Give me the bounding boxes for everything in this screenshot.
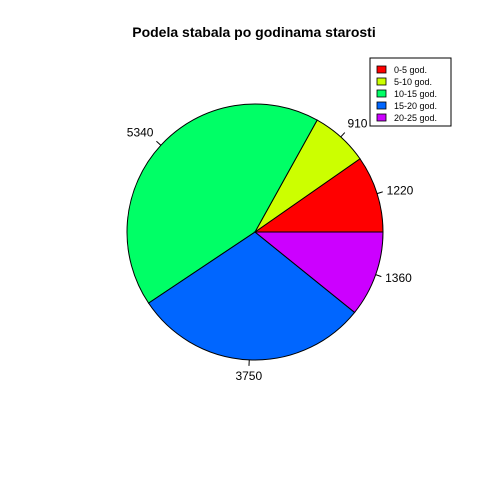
legend: 0-5 god. 5-10 god. 10-15 god. 15-20 god. 20-… [369, 57, 452, 127]
legend-swatch-1 [376, 65, 387, 74]
legend-swatch-4 [376, 101, 387, 110]
pie-tick-5 [375, 274, 382, 278]
pie-tick-2 [340, 132, 346, 138]
pie-labels: 1220 910 5340 3750 1360 [127, 117, 414, 383]
pie-tick-1 [376, 191, 383, 195]
pie-value-label: 5340 [127, 126, 154, 140]
legend-label-4: 15-20 god. [394, 101, 437, 111]
pie-value-label: 1360 [385, 271, 412, 285]
legend-swatch-5 [376, 113, 387, 122]
legend-label-5: 20-25 god. [394, 113, 437, 123]
pie-slices [126, 103, 384, 361]
pie-slice-3 [126, 103, 318, 304]
legend-swatch-2 [376, 77, 387, 86]
chart-title: Podela stabala po godinama starosti [132, 24, 376, 40]
pie-slice-1 [253, 158, 384, 233]
legend-label-3: 10-15 god. [394, 89, 437, 99]
pie-value-label: 3750 [235, 369, 262, 383]
legend-swatch-3 [376, 89, 387, 98]
legend-label-2: 5-10 god. [394, 77, 432, 87]
pie-tick-3 [156, 140, 162, 146]
pie-value-label: 1220 [387, 184, 414, 198]
legend-label-1: 0-5 god. [394, 65, 427, 75]
pie-value-label: 910 [347, 117, 367, 131]
